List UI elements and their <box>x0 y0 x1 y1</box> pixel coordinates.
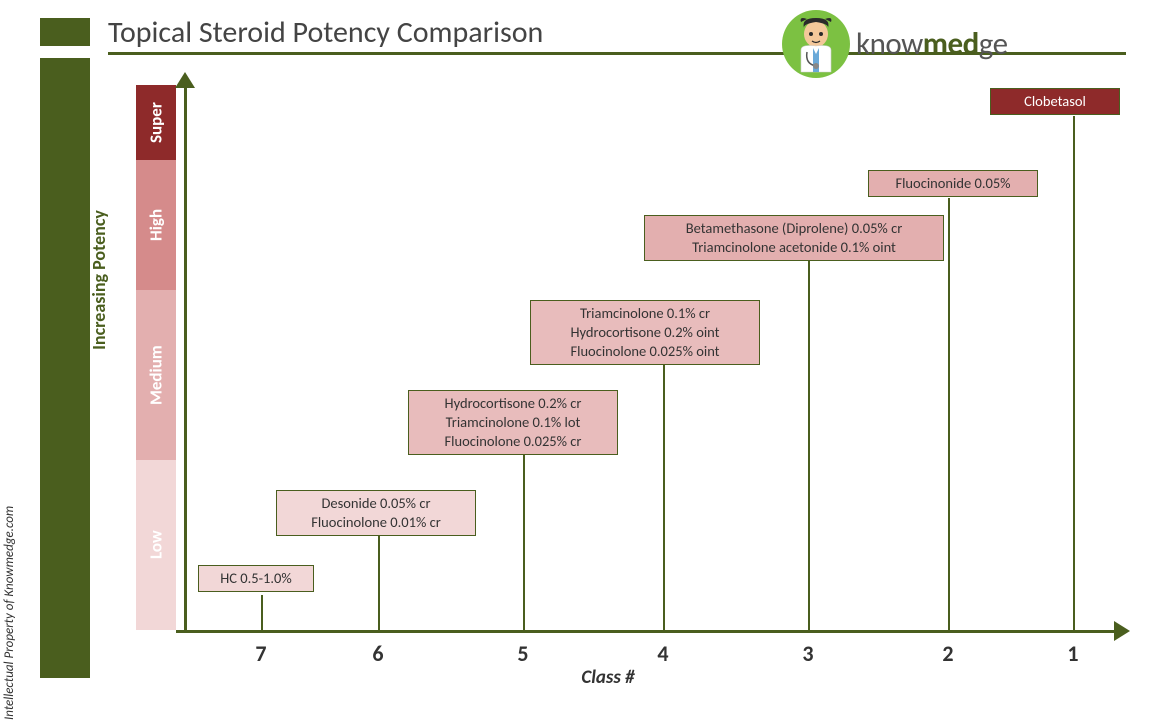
copyright-text: Intellectual Property of Knowmedge.com <box>2 420 17 720</box>
drug-box-class-6: Desonide 0.05% crFluocinolone 0.01% cr <box>276 490 476 536</box>
x-axis-label: Class # <box>508 666 708 689</box>
x-tick-7: 7 <box>241 640 281 667</box>
drug-label: Fluocinonide 0.05% <box>895 174 1010 193</box>
y-axis-arrow-icon <box>175 72 195 88</box>
brand-prefix: know <box>856 25 923 63</box>
potency-band-high: High <box>136 160 176 290</box>
drug-label: Desonide 0.05% cr <box>321 494 430 513</box>
page-title: Topical Steroid Potency Comparison <box>108 14 543 51</box>
drug-label: Triamcinolone 0.1% lot <box>446 413 581 432</box>
bar-stem-class-2 <box>948 198 950 630</box>
x-axis-arrow-icon <box>1114 621 1130 641</box>
drug-label: Fluocinolone 0.01% cr <box>311 513 441 532</box>
bar-stem-class-5 <box>523 450 525 630</box>
drug-label: Clobetasol <box>1024 92 1086 111</box>
brand-logo: knowmedge <box>782 10 1008 78</box>
potency-band-medium: Medium <box>136 290 176 460</box>
x-tick-4: 4 <box>643 640 683 667</box>
drug-box-class-4: Triamcinolone 0.1% crHydrocortisone 0.2%… <box>530 300 760 365</box>
left-accent-top <box>40 18 90 46</box>
left-accent-main <box>40 58 90 678</box>
x-tick-2: 2 <box>928 640 968 667</box>
potency-band-low: Low <box>136 460 176 630</box>
drug-label: Hydrocortisone 0.2% cr <box>445 394 582 413</box>
drug-label: Hydrocortisone 0.2% oint <box>570 323 719 342</box>
drug-box-class-2: Fluocinonide 0.05% <box>868 170 1038 197</box>
bar-stem-class-3 <box>808 260 810 630</box>
drug-box-class-7: HC 0.5-1.0% <box>198 565 314 592</box>
bar-stem-class-1 <box>1073 116 1075 630</box>
x-tick-1: 1 <box>1053 640 1093 667</box>
drug-label: Betamethasone (Diprolene) 0.05% cr <box>686 219 903 238</box>
logo-badge <box>782 10 850 78</box>
chart-area: Increasing Potency SuperHighMediumLow 76… <box>108 70 1126 680</box>
drug-box-class-5: Hydrocortisone 0.2% crTriamcinolone 0.1%… <box>408 390 618 455</box>
potency-band-super: Super <box>136 85 176 160</box>
drug-label: Triamcinolone acetonide 0.1% oint <box>692 238 896 257</box>
y-axis-label: Increasing Potency <box>88 180 110 380</box>
brand-wordmark: knowmedge <box>856 25 1008 63</box>
brand-emph: med <box>923 25 979 63</box>
y-axis <box>184 80 187 633</box>
doctor-icon <box>791 14 841 74</box>
drug-label: Fluocinolone 0.025% oint <box>570 342 719 361</box>
drug-box-class-1: Clobetasol <box>990 88 1120 115</box>
drug-label: Fluocinolone 0.025% cr <box>445 432 582 451</box>
brand-suffix: ge <box>979 25 1008 63</box>
x-axis <box>176 630 1124 633</box>
drug-label: HC 0.5-1.0% <box>220 569 292 588</box>
bar-stem-class-4 <box>663 360 665 630</box>
drug-label: Triamcinolone 0.1% cr <box>580 304 710 323</box>
x-tick-6: 6 <box>358 640 398 667</box>
bar-stem-class-6 <box>378 532 380 630</box>
x-tick-3: 3 <box>788 640 828 667</box>
drug-box-class-3: Betamethasone (Diprolene) 0.05% crTriamc… <box>644 215 944 261</box>
bar-stem-class-7 <box>261 595 263 630</box>
x-tick-5: 5 <box>503 640 543 667</box>
